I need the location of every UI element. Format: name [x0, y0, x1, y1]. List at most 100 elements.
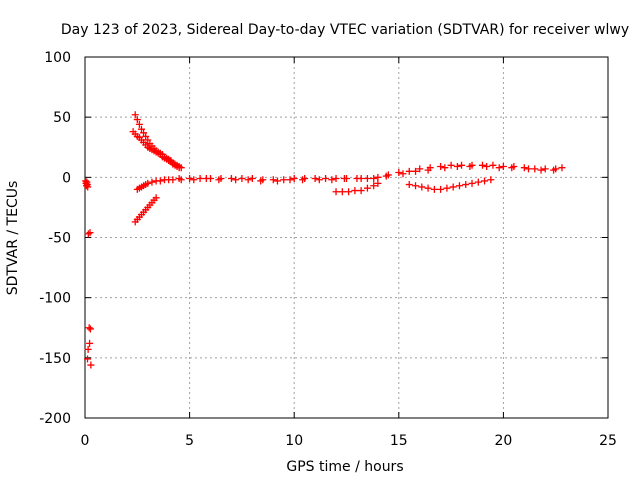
y-tick-label: 0 [62, 170, 71, 186]
data-point [269, 176, 277, 184]
data-point [537, 166, 545, 174]
data-point [418, 183, 426, 191]
data-point [468, 179, 476, 187]
data-point [441, 164, 449, 172]
data-point [328, 176, 336, 184]
data-point [332, 175, 340, 183]
x-tick-label: 0 [81, 433, 90, 449]
data-point [478, 161, 486, 169]
data-point [363, 184, 371, 192]
y-tick-label: 100 [44, 50, 71, 66]
data-point [449, 183, 457, 191]
data-point [144, 179, 152, 187]
data-point [489, 161, 497, 169]
x-tick-label: 5 [185, 433, 194, 449]
data-point [462, 181, 470, 189]
data-point [315, 176, 323, 184]
data-point [131, 111, 139, 119]
data-point [437, 163, 445, 171]
data-point [227, 175, 235, 183]
data-point [273, 177, 281, 185]
data-point [447, 161, 455, 169]
data-point [520, 164, 528, 172]
data-point [495, 164, 503, 172]
data-point [374, 173, 382, 181]
data-point [156, 177, 164, 185]
data-point [483, 163, 491, 171]
x-tick-label: 15 [390, 433, 408, 449]
data-points [82, 111, 566, 369]
y-tick-label: 50 [53, 110, 71, 126]
data-point [399, 170, 407, 178]
y-tick-label: -100 [39, 291, 71, 307]
data-point [558, 164, 566, 172]
data-point [248, 175, 256, 183]
data-point [232, 176, 240, 184]
x-tick-label: 25 [599, 433, 617, 449]
data-point [541, 165, 549, 173]
data-point [443, 184, 451, 192]
data-point [437, 185, 445, 193]
data-point [322, 175, 330, 183]
data-point [487, 176, 495, 184]
data-point [458, 161, 466, 169]
data-point [257, 177, 265, 185]
data-point [152, 194, 160, 202]
data-point [85, 324, 93, 332]
data-point [374, 179, 382, 187]
data-point [351, 187, 359, 195]
data-point [280, 176, 288, 184]
data-point [357, 187, 365, 195]
data-point [290, 175, 298, 183]
data-point [455, 182, 463, 190]
x-tick-label: 10 [285, 433, 303, 449]
x-tick-label: 20 [494, 433, 512, 449]
data-point [142, 132, 150, 140]
data-point [395, 169, 403, 177]
data-point [357, 175, 365, 183]
data-point [430, 185, 438, 193]
data-point [345, 188, 353, 196]
data-point [338, 188, 346, 196]
x-axis-label: GPS time / hours [286, 459, 403, 475]
data-point [238, 175, 246, 183]
data-point [177, 176, 185, 184]
data-point [499, 163, 507, 171]
data-point [144, 136, 152, 144]
data-point [135, 120, 143, 128]
data-point [405, 167, 413, 175]
data-point [424, 184, 432, 192]
data-point [202, 175, 210, 183]
data-point [86, 339, 94, 347]
data-point [508, 164, 516, 172]
data-point [196, 175, 204, 183]
data-point [550, 166, 558, 174]
data-point [370, 182, 378, 190]
data-point [311, 175, 319, 183]
y-tick-label: -50 [48, 231, 71, 247]
data-point [169, 176, 177, 184]
data-point [474, 178, 482, 186]
chart-title: Day 123 of 2023, Sidereal Day-to-day VTE… [61, 22, 629, 38]
data-point [86, 325, 94, 333]
y-tick-label: -200 [39, 411, 71, 427]
y-axis-label: SDTVAR / TECUs [5, 181, 21, 296]
data-point [84, 183, 92, 191]
data-point [186, 175, 194, 183]
data-point [412, 182, 420, 190]
data-point [531, 165, 539, 173]
data-point [370, 175, 378, 183]
data-point [481, 177, 489, 185]
data-point [416, 165, 424, 173]
data-point [84, 230, 92, 238]
data-point [244, 176, 252, 184]
data-point [87, 361, 95, 369]
data-point [286, 176, 294, 184]
data-point [84, 355, 92, 363]
data-point [84, 345, 92, 353]
data-point [86, 229, 94, 237]
data-point [332, 188, 340, 196]
data-point [424, 166, 432, 174]
data-point [412, 167, 420, 175]
